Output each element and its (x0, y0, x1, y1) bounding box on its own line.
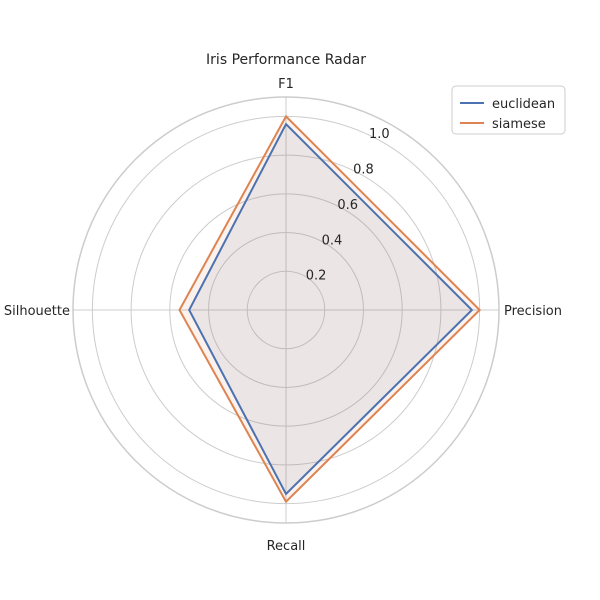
radial-tick-label: 0.4 (322, 233, 343, 248)
radial-tick-label: 1.0 (369, 127, 390, 142)
axis-label-silhouette: Silhouette (4, 304, 70, 319)
series-fill-euclidean (189, 124, 472, 494)
series-line-euclidean (188, 122, 474, 496)
series-line-siamese (178, 114, 482, 504)
axis-label-precision: Precision (504, 304, 562, 319)
radial-tick-label: 0.8 (353, 163, 374, 178)
legend-label-siamese: siamese (492, 117, 546, 132)
series-lines (178, 114, 482, 504)
axis-label-recall: Recall (267, 539, 306, 554)
legend-label-euclidean: euclidean (492, 97, 555, 112)
radial-tick-labels: 0.2 0.4 0.6 0.8 1.0 (306, 127, 390, 283)
radial-tick-label: 0.2 (306, 269, 327, 284)
chart-title: Iris Performance Radar (206, 52, 366, 68)
series-fills (179, 116, 480, 502)
radial-tick-label: 0.6 (337, 198, 358, 213)
axis-label-f1: F1 (278, 77, 294, 92)
series-fill-siamese (179, 116, 480, 502)
axis-labels: F1 Precision Recall Silhouette (4, 77, 562, 554)
legend: euclidean siamese (451, 85, 566, 135)
